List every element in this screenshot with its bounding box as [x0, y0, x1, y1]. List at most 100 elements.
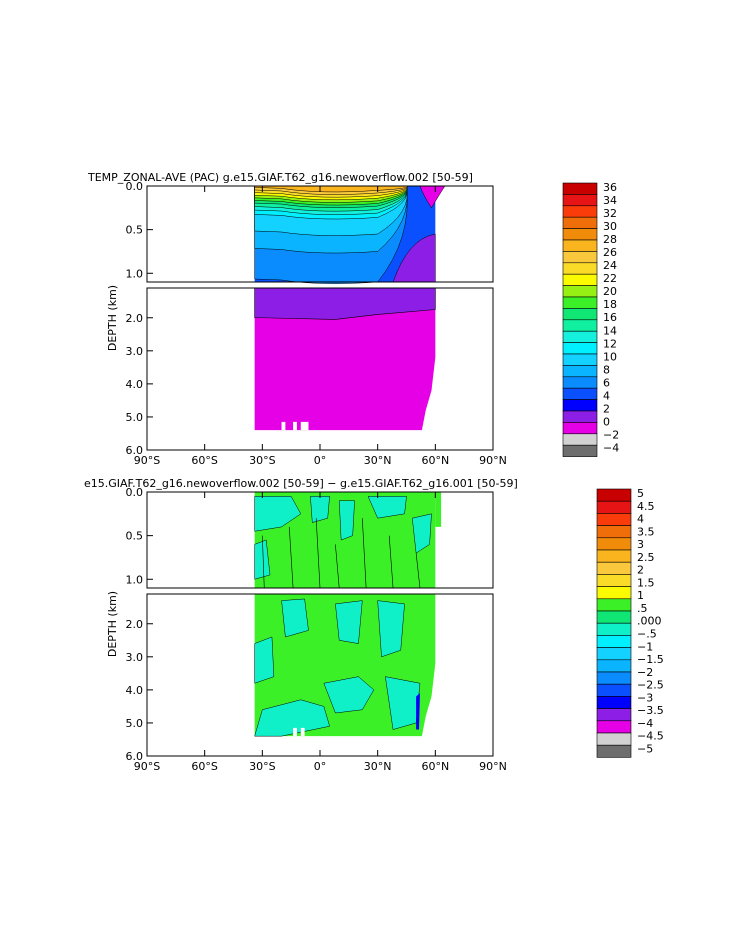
- y-tick-label: 4.0: [126, 378, 144, 391]
- y-tick-label: 6.0: [126, 750, 144, 763]
- colorbar-label: 30: [603, 220, 617, 233]
- colorbar-label: −2: [603, 428, 619, 441]
- field-neg0.5-to-0: [254, 636, 275, 684]
- colorbar-label: 22: [603, 272, 617, 285]
- colorbar-label: .000: [637, 615, 662, 628]
- y-tick-label: 1.0: [126, 573, 144, 586]
- x-tick-label: 30°S: [249, 760, 275, 773]
- contour-line: [388, 535, 394, 589]
- colorbar-swatch: [596, 622, 632, 636]
- colorbar-label: 34: [603, 194, 617, 207]
- colorbar-swatch: [596, 683, 632, 697]
- colorbar-label: 4.5: [637, 500, 655, 513]
- colorbar-swatch: [596, 488, 632, 502]
- y-tick-label: 5.0: [126, 717, 144, 730]
- band-level-2: [254, 287, 436, 320]
- topography-gap: [281, 421, 286, 431]
- colorbar-swatch: [562, 308, 598, 321]
- colorbar-label: 6: [603, 376, 610, 389]
- colorbar-label: 10: [603, 350, 617, 363]
- y-tick-label: 0.5: [126, 224, 144, 237]
- colorbar-label: 5: [637, 487, 644, 500]
- band-level-0: [419, 185, 446, 209]
- topography-gap: [293, 421, 297, 431]
- colorbar-label: 2.5: [637, 551, 655, 564]
- colorbar-swatch: [562, 285, 598, 298]
- x-tick-label: 90°N: [479, 760, 507, 773]
- colorbar-label: −2.5: [637, 679, 664, 692]
- x-tick-label: 90°S: [134, 454, 160, 467]
- colorbar-swatch: [562, 296, 598, 309]
- colorbar-swatch: [596, 647, 632, 661]
- colorbar-swatch: [596, 610, 632, 624]
- y-tick-label: 4.0: [126, 684, 144, 697]
- x-tick-label: 60°S: [191, 454, 217, 467]
- colorbar-label: 16: [603, 311, 617, 324]
- field-neg0.5-to-0: [281, 598, 309, 638]
- colorbar-swatch: [562, 262, 598, 275]
- colorbar-swatch: [596, 732, 632, 746]
- colorbar-label: −3: [637, 691, 653, 704]
- colorbar-swatch: [596, 720, 632, 734]
- colorbar-label: 0: [603, 415, 610, 428]
- y-tick-label: 2.0: [126, 618, 144, 631]
- colorbar-swatch: [596, 586, 632, 600]
- x-tick-label: 60°N: [421, 760, 449, 773]
- colorbar-swatch: [596, 500, 632, 514]
- field-neg0.5-to-0: [335, 600, 363, 644]
- colorbar-swatch: [562, 433, 598, 446]
- colorbar-swatch: [596, 598, 632, 612]
- colorbar-swatch: [562, 353, 598, 366]
- x-tick-label: 30°N: [364, 760, 392, 773]
- colorbar-swatch: [596, 635, 632, 648]
- panel2-colorbar: 54.543.532.521.51.5.000−.5−1−1.5−2−2.5−3…: [596, 487, 664, 758]
- colorbar-swatch: [562, 444, 598, 457]
- y-tick-label: 0.0: [126, 180, 144, 193]
- colorbar-label: 14: [603, 324, 617, 337]
- colorbar-swatch: [562, 216, 598, 229]
- contour-line: [415, 553, 421, 589]
- colorbar-label: 1: [637, 589, 644, 602]
- colorbar-swatch: [562, 319, 598, 332]
- field-neg0.5-to-0: [385, 676, 421, 730]
- x-tick-label: 0°: [314, 760, 327, 773]
- colorbar-swatch: [596, 549, 632, 563]
- y-tick-label: 0.5: [126, 530, 144, 543]
- y-tick-label: 1.0: [126, 267, 144, 280]
- colorbar-swatch: [562, 342, 598, 355]
- colorbar-swatch: [596, 574, 632, 587]
- colorbar-label: .5: [637, 602, 648, 615]
- y-tick-label: 6.0: [126, 444, 144, 457]
- y-tick-label: 2.0: [126, 312, 144, 325]
- field-neg0.5-to-0: [323, 676, 375, 714]
- field-neg0.5-to-0: [367, 496, 407, 519]
- topography-gap: [293, 727, 297, 737]
- colorbar-label: 2: [603, 402, 610, 415]
- colorbar-label: −4: [637, 717, 653, 730]
- colorbar-label: −4.5: [637, 730, 664, 743]
- x-tick-label: 60°N: [421, 454, 449, 467]
- colorbar-swatch: [562, 194, 598, 207]
- x-tick-label: 0°: [314, 454, 327, 467]
- colorbar-swatch: [596, 659, 632, 673]
- x-tick-label: 30°N: [364, 454, 392, 467]
- panel2-title: e15.GIAF.T62_g16.newoverflow.002 [50-59]…: [84, 477, 518, 490]
- field-neg0.5-to-0: [254, 496, 302, 532]
- y-tick-label: 3.0: [126, 651, 144, 664]
- panel2-ylabel: DEPTH (km): [106, 591, 119, 657]
- colorbar-label: 8: [603, 363, 610, 376]
- colorbar-label: 3.5: [637, 525, 655, 538]
- colorbar-label: 26: [603, 246, 617, 259]
- colorbar-swatch: [562, 182, 598, 195]
- colorbar-label: 32: [603, 207, 617, 220]
- x-tick-label: 90°N: [479, 454, 507, 467]
- contour-line: [335, 544, 340, 589]
- colorbar-label: 4: [603, 389, 610, 402]
- panel2-axes: 90°S 60°S 30°S 0° 30°N 60°N 90°N 0.0 0.5 1.0 2.0 3.…: [126, 486, 507, 773]
- colorbar-swatch: [596, 708, 632, 722]
- colorbar-swatch: [562, 422, 598, 435]
- colorbar-label: −5: [637, 742, 653, 755]
- y-tick-label: 5.0: [126, 411, 144, 424]
